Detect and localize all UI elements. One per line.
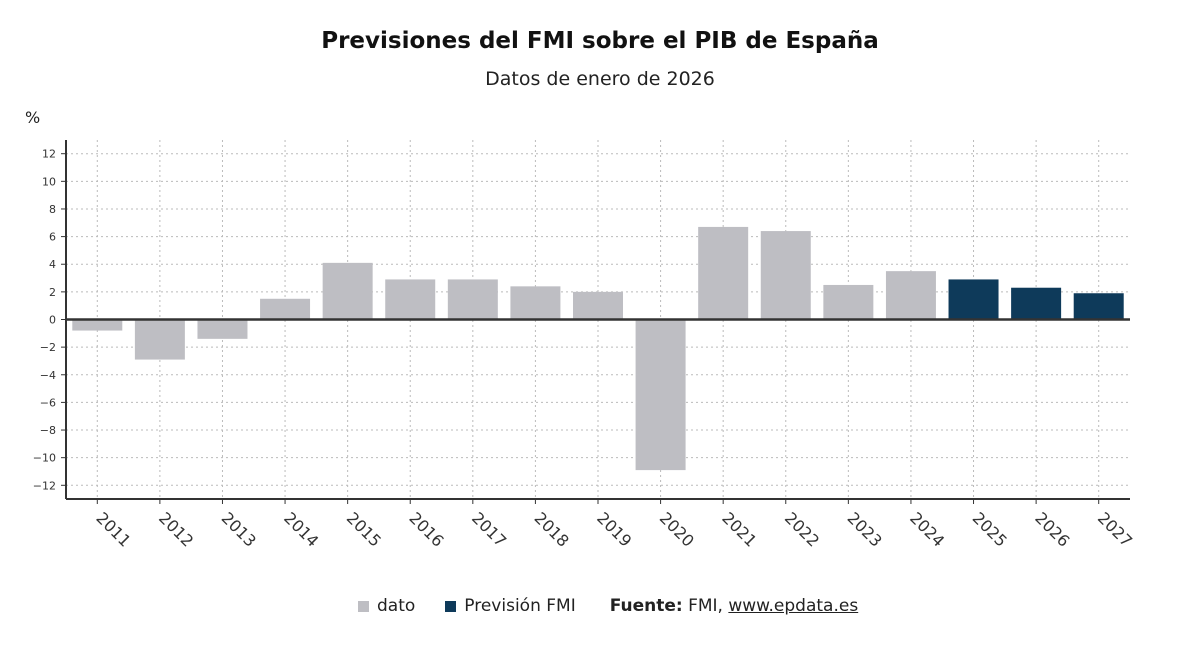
bar-2022 <box>760 231 811 320</box>
source-text: FMI, <box>688 596 723 616</box>
x-tick-label: 2024 <box>906 508 948 550</box>
source: Fuente: FMI, www.epdata.es <box>610 596 858 616</box>
y-tick-label: −2 <box>40 341 56 354</box>
bar-2024 <box>885 271 936 320</box>
x-tick-label: 2023 <box>844 508 886 550</box>
x-tick-label: 2011 <box>92 508 134 550</box>
y-tick-label: −4 <box>40 369 56 382</box>
y-tick-label: 10 <box>42 175 56 188</box>
bar-2021 <box>698 226 749 320</box>
bar-2015 <box>322 262 373 320</box>
bar-2012 <box>134 319 185 360</box>
y-tick-label: 4 <box>49 258 56 271</box>
source-link[interactable]: www.epdata.es <box>728 596 859 616</box>
x-tick-label: 2014 <box>280 508 322 550</box>
x-tick-label: 2019 <box>593 508 635 550</box>
legend-swatch-prevision <box>445 600 457 612</box>
x-tick-label: 2021 <box>718 508 760 550</box>
y-tick-label: −6 <box>40 396 56 409</box>
y-tick-label: 12 <box>42 148 56 161</box>
y-tick-label: −8 <box>40 424 56 437</box>
x-tick-label: 2022 <box>781 508 823 550</box>
bar-2019 <box>573 291 623 320</box>
x-tick-label: 2016 <box>405 508 447 550</box>
y-tick-label: −10 <box>33 452 56 465</box>
x-tick-label: 2015 <box>343 508 385 550</box>
bar-2013 <box>197 319 248 339</box>
x-tick-label: 2026 <box>1031 508 1073 550</box>
y-tick-label: −12 <box>33 479 56 492</box>
bar-2027 <box>1073 293 1124 320</box>
x-tick-label: 2018 <box>531 508 573 550</box>
chart-subtitle: Datos de enero de 2026 <box>485 68 715 90</box>
chart-title: Previsiones del FMI sobre el PIB de Espa… <box>321 28 879 54</box>
y-tick-label: 2 <box>49 286 56 299</box>
bar-2025 <box>948 279 999 320</box>
source-label: Fuente: <box>609 596 683 616</box>
legend-label-dato: dato <box>377 596 416 616</box>
legend-swatch-dato <box>358 600 369 612</box>
bar-2023 <box>823 284 874 320</box>
y-tick-label: 0 <box>49 314 56 327</box>
bar-2018 <box>510 286 561 320</box>
x-tick-label: 2017 <box>468 508 510 550</box>
legend: dato Previsión FMI Fuente: FMI, www.epda… <box>358 596 858 616</box>
x-tick-label: 2020 <box>656 508 698 550</box>
y-axis-unit: % <box>25 108 41 127</box>
bar-2020 <box>635 319 686 471</box>
bar-2014 <box>260 298 311 320</box>
bar-2016 <box>385 279 436 320</box>
x-tick-label: 2025 <box>969 508 1011 550</box>
bar-2026 <box>1011 287 1062 320</box>
x-tick-label: 2013 <box>218 508 260 550</box>
bar-2011 <box>72 319 123 331</box>
legend-label-prevision: Previsión FMI <box>464 596 576 616</box>
x-tick-label: 2012 <box>155 508 197 550</box>
y-tick-label: 6 <box>49 231 56 244</box>
x-tick-label: 2027 <box>1094 508 1136 550</box>
bar-2017 <box>447 279 498 320</box>
y-tick-label: 8 <box>49 203 56 216</box>
